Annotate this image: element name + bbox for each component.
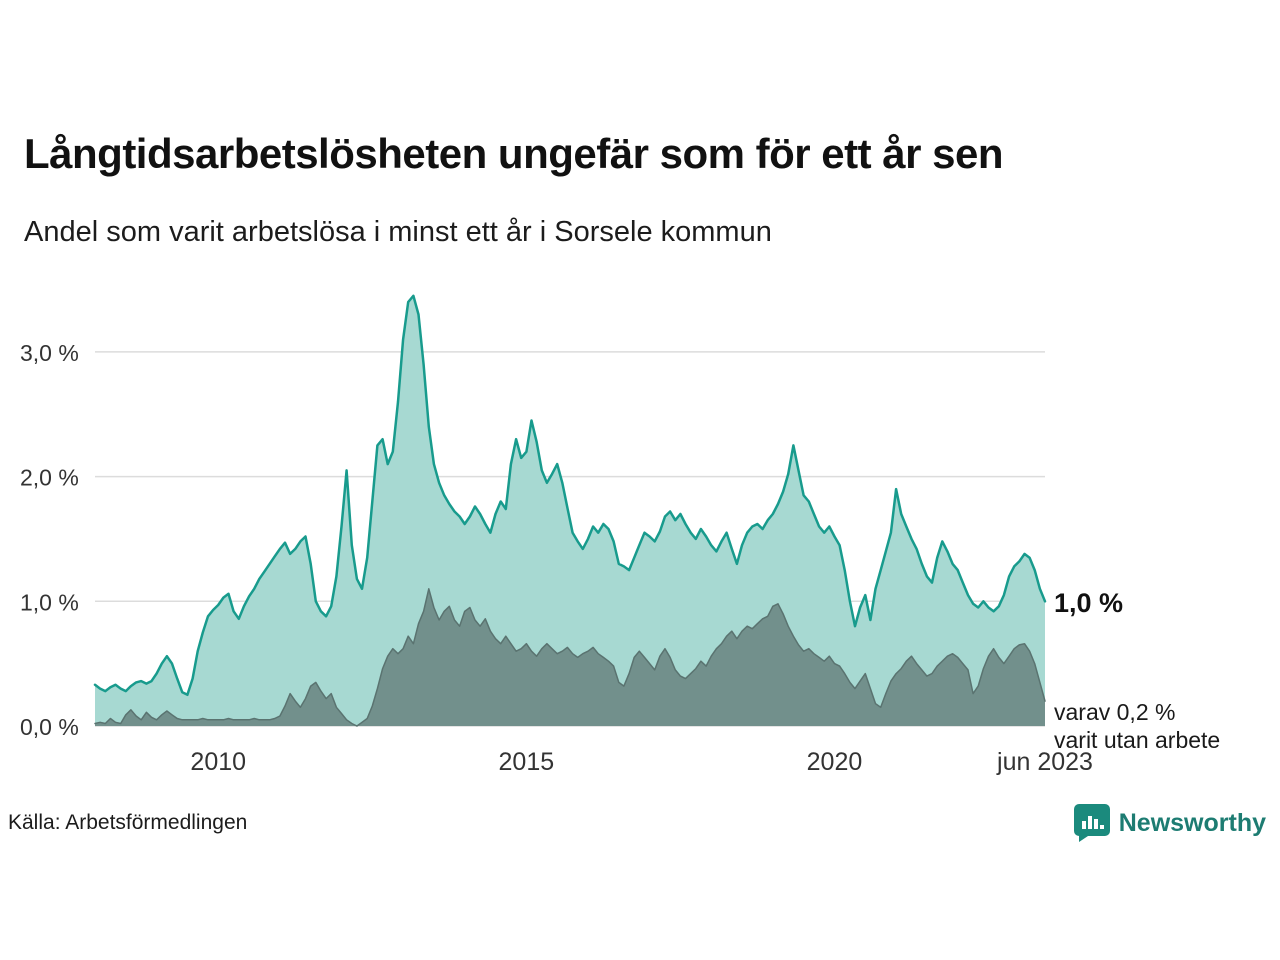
page-subtitle: Andel som varit arbetslösa i minst ett å… [24,216,772,248]
x-axis-label: 2015 [499,748,555,776]
end-value-label: 1,0 % [1054,588,1124,618]
area-chart: 0,0 % 1,0 % 2,0 % 3,0 % 2010 2015 2020 jun 2023 [20,294,1093,776]
brand-logo: Newsworthy [1073,804,1266,842]
y-axis-label: 0,0 % [20,714,79,740]
y-axis-label: 3,0 % [20,340,79,366]
page-title: Långtidsarbetslösheten ungefär som för e… [24,130,1004,177]
newsworthy-icon [1073,804,1110,842]
area-subset [95,588,1045,726]
line-subset [94,588,1046,727]
brand-name: Newsworthy [1118,808,1266,837]
subset-annotation-line2: varit utan arbete [1054,727,1221,750]
x-axis-label: 2020 [807,748,863,776]
subset-annotation: varav 0,2 % varit utan arbete [1054,698,1220,750]
subset-annotation-line1: varav 0,2 % [1054,699,1176,725]
source-credit: Källa: Arbetsförmedlingen [8,811,248,834]
x-axis-label: jun 2023 [996,748,1093,776]
y-axis-label: 2,0 % [20,465,79,491]
area-total [95,295,1045,726]
x-axis-label: 2010 [190,748,246,776]
line-total [93,294,1047,697]
y-axis-label: 1,0 % [20,589,79,615]
